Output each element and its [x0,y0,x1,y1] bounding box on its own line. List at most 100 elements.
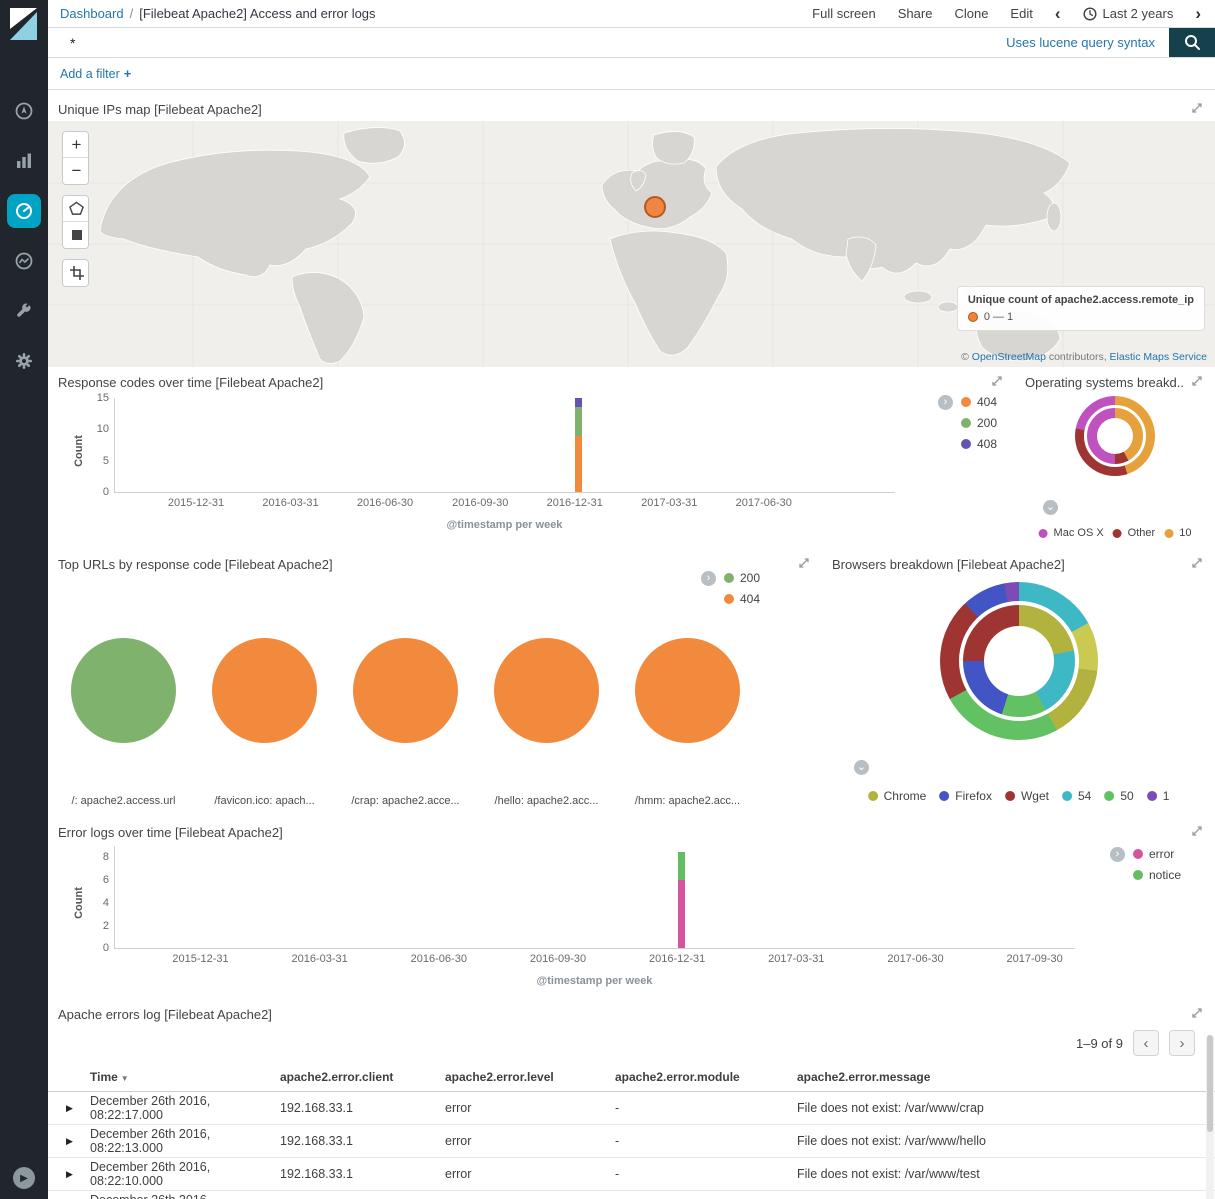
response-codes-plot[interactable]: Count 15 10 5 0 [73,392,895,498]
sidebar-collapse-button[interactable]: ▶ [13,1167,35,1189]
error-logs-plot[interactable]: Count 8 6 4 2 0 [73,846,1075,954]
x-axis-label: @timestamp per week [536,975,653,987]
time-back-button[interactable]: ‹ [1054,4,1061,23]
legend-item-50[interactable]: 50 [1104,789,1134,803]
legend-item-1[interactable]: 1 [1146,789,1169,803]
table-row[interactable]: ▶ December 26th 2016, 08:22:13.000 192.1… [48,1125,1215,1158]
legend-toggle-icon[interactable]: ⌄ [1043,500,1058,515]
legend-toggle-icon[interactable]: ⌄ [854,760,869,775]
sidebar-item-visualize[interactable] [7,144,41,178]
legend-item-54[interactable]: 54 [1061,789,1091,803]
bar-segment-error[interactable] [677,879,685,948]
legend-item-10[interactable]: 10 [1164,527,1191,539]
edit-button[interactable]: Edit [1010,6,1033,21]
column-header-client[interactable]: apache2.error.client [280,1069,394,1084]
search-button[interactable] [1169,28,1215,57]
expand-panel-icon[interactable] [1191,375,1203,387]
kibana-logo[interactable] [0,0,48,48]
sidebar-item-discover[interactable] [7,94,41,128]
sidebar-item-management[interactable] [7,344,41,378]
pie-404[interactable] [212,638,317,743]
search-query-input[interactable] [48,28,1007,57]
bar-segment-notice[interactable] [677,852,685,880]
fit-data-bounds-button[interactable] [63,260,88,286]
legend-item-notice[interactable]: notice [1132,868,1181,882]
openstreetmap-link[interactable]: OpenStreetMap [971,351,1046,363]
os-donut-chart[interactable] [1075,396,1155,476]
chart-legend: Chrome Firefox Wget 54 50 1 [867,789,1169,803]
zoom-out-button[interactable]: − [63,158,88,184]
legend-item-other[interactable]: Other [1112,527,1155,539]
legend-item-404[interactable]: 404 [960,395,997,409]
legend-toggle-icon[interactable]: › [1109,847,1125,862]
pie-404[interactable] [635,638,740,743]
geo-point-marker[interactable] [644,196,666,218]
time-picker-button[interactable]: Last 2 years [1082,6,1173,21]
table-scrollbar[interactable] [1206,1035,1214,1199]
column-header-time[interactable]: Time ▼ [90,1069,129,1084]
sort-desc-icon: ▼ [120,1073,129,1083]
world-map[interactable]: + − Unique count o [48,121,1215,367]
sidebar-item-timelion[interactable] [7,244,41,278]
draw-polygon-button[interactable] [63,196,88,222]
bar-segment-408[interactable] [575,398,583,408]
map-attribution: © OpenStreetMap contributors, Elastic Ma… [961,351,1207,363]
expand-panel-icon[interactable] [1191,102,1203,114]
pagination-label: 1–9 of 9 [1076,1035,1123,1051]
bar-segment-200[interactable] [575,407,583,436]
table-row[interactable]: ▶ December 26th 2016, 08:22:10.000 192.1… [48,1158,1215,1191]
pagination-next-button[interactable]: › [1169,1030,1195,1056]
sidebar-item-dev-tools[interactable] [7,294,41,328]
stacked-bar-2016-12-31[interactable] [677,846,685,948]
legend-toggle-icon[interactable]: › [700,571,716,586]
plus-icon: + [123,66,132,81]
column-header-level[interactable]: apache2.error.level [445,1069,554,1084]
zoom-in-button[interactable]: + [63,132,88,158]
pie-200[interactable] [71,638,176,743]
expand-panel-icon[interactable] [1191,557,1203,569]
clone-button[interactable]: Clone [954,6,989,21]
expand-row-icon[interactable]: ▶ [66,1168,73,1179]
expand-panel-icon[interactable] [1191,1007,1203,1019]
expand-panel-icon[interactable] [798,557,810,569]
column-header-module[interactable]: apache2.error.module [615,1069,740,1084]
pie-404[interactable] [494,638,599,743]
chart-legend: › 404 200 408 [937,395,997,451]
legend-item-wget[interactable]: Wget [1004,789,1049,803]
legend-item-200[interactable]: 200 [960,416,997,430]
legend-item-error[interactable]: error [1132,847,1181,861]
expand-panel-icon[interactable] [1191,825,1203,837]
legend-item-chrome[interactable]: Chrome [867,789,926,803]
scrollbar-thumb[interactable] [1207,1035,1213,1133]
panel-apache-errors-log: Apache errors log [Filebeat Apache2] 1–9… [48,999,1215,1199]
pagination-prev-button[interactable]: ‹ [1133,1030,1159,1056]
time-forward-button[interactable]: › [1195,4,1201,23]
legend-toggle-icon[interactable]: › [937,395,953,410]
add-filter-button[interactable]: Add a filter + [60,66,132,81]
full-screen-button[interactable]: Full screen [812,6,876,21]
browsers-donut-chart[interactable] [939,582,1098,740]
share-button[interactable]: Share [897,6,933,21]
table-row[interactable]: ▶ December 26th 2016, 08:22:17.000 192.1… [48,1092,1215,1125]
expand-row-icon[interactable]: ▶ [66,1135,73,1146]
expand-row-icon[interactable]: ▶ [66,1102,73,1113]
dashboard-icon [16,203,32,219]
breadcrumb: Dashboard / [Filebeat Apache2] Access an… [60,6,376,21]
expand-panel-icon[interactable] [991,375,1003,387]
sidebar-item-dashboard[interactable] [7,194,41,228]
legend-item-404[interactable]: 404 [723,592,760,606]
legend-item-firefox[interactable]: Firefox [939,789,992,803]
table-row[interactable]: ▶ December 26th 2016, 08:22:08.000 192.1… [48,1191,1215,1199]
breadcrumb-dashboard-link[interactable]: Dashboard [60,6,124,21]
column-header-message[interactable]: apache2.error.message [797,1069,931,1084]
legend-item-200[interactable]: 200 [723,571,760,585]
draw-rectangle-button[interactable] [63,222,88,248]
bar-segment-404[interactable] [575,435,583,492]
lucene-syntax-link[interactable]: Uses lucene query syntax [1006,35,1155,50]
pie-404[interactable] [353,638,458,743]
elastic-maps-service-link[interactable]: Elastic Maps Service [1109,351,1207,363]
stacked-bar-2016-12-31[interactable] [575,398,583,492]
play-icon: ▶ [20,1172,28,1184]
legend-item-macosx[interactable]: Mac OS X [1038,527,1104,539]
legend-item-408[interactable]: 408 [960,437,997,451]
